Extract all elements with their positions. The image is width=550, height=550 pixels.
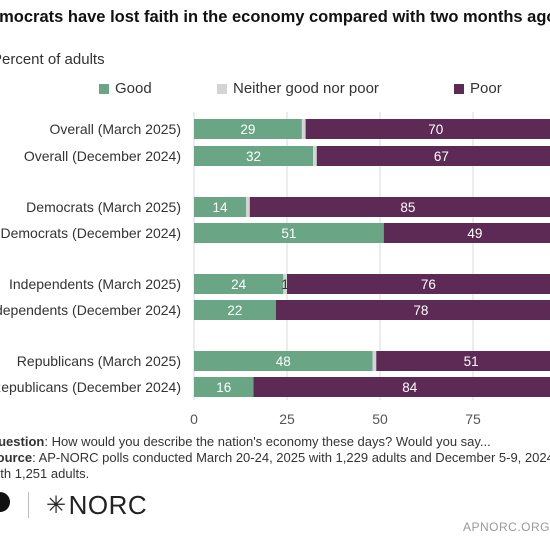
- data-label: 51: [464, 354, 479, 369]
- data-label: 49: [467, 226, 482, 241]
- chart-title: Democrats have lost faith in the economy…: [0, 8, 550, 26]
- legend-label-good: Good: [115, 80, 152, 97]
- source-note: Source: AP-NORC polls conducted March 20…: [0, 450, 550, 482]
- legend: Good Neither good nor poor Poor: [0, 80, 550, 98]
- data-label: 24: [231, 277, 247, 292]
- x-tick-label: 0: [190, 411, 198, 427]
- category-label: Overall (December 2024): [24, 148, 181, 164]
- data-label: 78: [413, 303, 428, 318]
- bar-segment: [275, 300, 550, 320]
- legend-item-poor: Poor: [454, 80, 502, 97]
- question-text: : How would you describe the nation's ec…: [44, 434, 491, 449]
- data-label: 85: [400, 200, 415, 215]
- legend-label-neither: Neither good nor poor: [233, 80, 379, 97]
- data-label: 1: [281, 277, 289, 292]
- footer-site-url: APNORC.ORG: [462, 520, 550, 534]
- bar-segment: [383, 223, 550, 243]
- norc-star-icon: ✳: [46, 492, 67, 519]
- bar-segment: [372, 351, 377, 371]
- bar-segment: [246, 197, 250, 217]
- bar-segment: [194, 146, 314, 166]
- data-label: 84: [402, 380, 418, 395]
- x-tick-label: 75: [465, 411, 481, 427]
- source-label: Source: [0, 450, 33, 465]
- bar-segment: [316, 146, 550, 166]
- data-label: 48: [276, 354, 291, 369]
- bar-segment: [253, 377, 550, 397]
- bar-segment: [313, 146, 317, 166]
- bar-segment: [194, 351, 373, 371]
- data-label: 14: [213, 200, 229, 215]
- category-label: Independents (March 2025): [9, 276, 181, 292]
- legend-item-good: Good: [99, 80, 152, 97]
- bar-segment: [249, 197, 550, 217]
- legend-label-poor: Poor: [470, 80, 502, 97]
- chart-notes: Question: How would you describe the nat…: [0, 434, 550, 482]
- chart-subtitle: Percent of adults: [0, 51, 105, 68]
- x-tick-label: 25: [279, 411, 295, 427]
- data-label: 51: [281, 226, 296, 241]
- legend-swatch-good: [99, 83, 109, 94]
- data-label: 29: [240, 122, 255, 137]
- stacked-bar-chart: Overall (March 2025) 29 70 Overall (Decembe…: [0, 112, 550, 427]
- data-label: 70: [428, 122, 443, 137]
- x-tick-label: 50: [372, 411, 388, 427]
- bar-segment: [376, 351, 550, 371]
- ap-logo: AP: [0, 492, 10, 512]
- category-label: Independents (December 2024): [0, 302, 181, 318]
- norc-logo-text: NORC: [68, 490, 148, 520]
- source-text: : AP-NORC polls conducted March 20-24, 2…: [0, 450, 550, 481]
- category-label: Democrats (December 2024): [0, 225, 181, 241]
- bar-segment: [194, 223, 384, 243]
- bar-segment: [287, 274, 550, 294]
- norc-logo: ✳ NORC: [46, 490, 147, 521]
- data-label: 76: [421, 277, 436, 292]
- bar-segment: [194, 197, 247, 217]
- logo-bar: AP ✳ NORC: [0, 486, 550, 526]
- bar-segment: [305, 119, 550, 139]
- category-label: Republicans (March 2025): [17, 353, 181, 369]
- question-label: Question: [0, 434, 45, 449]
- bar-segment: [194, 300, 276, 320]
- bar-segment: [194, 274, 284, 294]
- bar-segment: [301, 119, 306, 139]
- data-label: 32: [246, 149, 261, 164]
- data-label: 16: [216, 380, 231, 395]
- legend-item-neither: Neither good nor poor: [217, 80, 379, 97]
- category-label: Overall (March 2025): [50, 121, 182, 137]
- category-label: Democrats (March 2025): [26, 199, 181, 215]
- bar-segment: [283, 274, 287, 294]
- legend-swatch-poor: [454, 83, 464, 94]
- data-label: 22: [227, 303, 242, 318]
- legend-swatch-neither: [217, 83, 227, 94]
- category-label: Republicans (December 2024): [0, 379, 181, 395]
- question-note: Question: How would you describe the nat…: [0, 434, 550, 450]
- bar-segment: [194, 377, 254, 397]
- data-label: 67: [434, 149, 449, 164]
- logo-divider: [28, 492, 29, 518]
- bar-segment: [194, 119, 302, 139]
